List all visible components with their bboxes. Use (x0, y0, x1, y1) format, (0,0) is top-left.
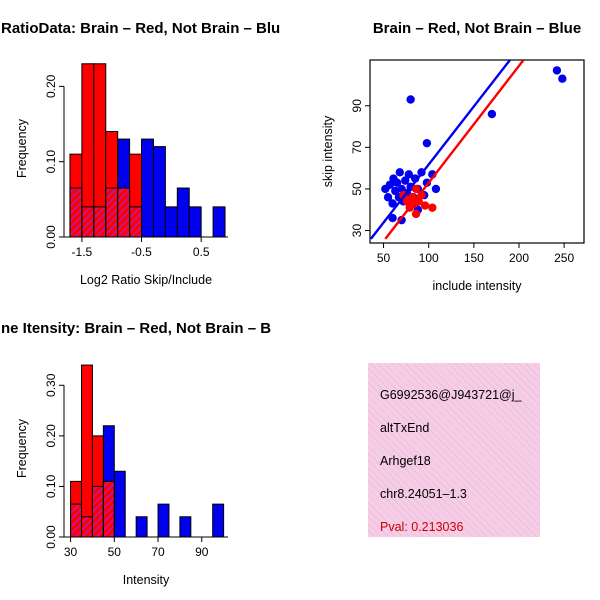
scatter-point-blue (422, 138, 432, 148)
plot-title: ne Itensity: Brain – Red, Not Brain – B (1, 320, 271, 337)
hist-bar-blue (176, 187, 190, 238)
x-tick-label: -1.5 (72, 245, 93, 259)
scatter-point-blue (383, 193, 393, 202)
scatter-point-blue (404, 170, 414, 179)
hist-bar-overlap (129, 206, 143, 238)
scatter-point-blue (388, 213, 397, 223)
x-tick-label: 50 (377, 251, 391, 265)
scatter-point-blue (385, 180, 395, 189)
hist-bar-blue (141, 138, 154, 238)
fit-line-blue (370, 60, 511, 240)
x-tick-label: 30 (64, 545, 78, 559)
hist-bar-overlap (80, 516, 93, 538)
y-tick-label: 0.00 (44, 525, 58, 549)
hist-bar-blue (157, 503, 170, 538)
pval-text: Pval: 0.213036 (380, 521, 464, 534)
fit-line-red (384, 60, 525, 240)
scatter-point-red (411, 184, 421, 194)
hist-bar-blue (212, 503, 225, 538)
hist-bar-overlap (91, 485, 104, 538)
x-tick-label: -0.5 (131, 245, 152, 259)
y-axis-label: Frequency (15, 418, 29, 478)
hist-bar-blue (188, 206, 202, 238)
scatter-point-blue (395, 168, 404, 177)
gene-info-box: G6992536@J943721@j_ altTxEnd Arhgef18 ch… (368, 363, 540, 537)
hist-bar-blue (164, 206, 178, 238)
y-tick-label: 0.20 (44, 74, 58, 98)
x-tick-label: 200 (509, 251, 529, 265)
hist-bar-blue (212, 206, 226, 238)
hist-bar-blue (135, 516, 148, 538)
splice-event-text: altTxEnd (380, 422, 430, 435)
y-tick-label: 0.00 (44, 225, 58, 249)
scatter-point-blue (388, 199, 397, 208)
y-tick-label: 30 (350, 224, 364, 238)
x-tick-label: 70 (151, 545, 165, 559)
hist-bar-blue (152, 146, 166, 238)
y-tick-label: 90 (350, 99, 364, 113)
hist-bar-overlap (93, 206, 107, 238)
x-tick-label: 250 (554, 251, 574, 265)
scatter-point-blue (431, 184, 441, 194)
locus-text: chr8.24051–1.3 (380, 488, 467, 501)
plot-box (369, 59, 585, 244)
hist-bar-overlap (81, 206, 95, 238)
scatter-point-blue (552, 66, 562, 75)
hist-bar-overlap (102, 480, 115, 538)
gene-intensity-histogram: ne Itensity: Brain – Red, Not Brain – B 3… (1, 320, 271, 587)
x-tick-label: 90 (195, 545, 209, 559)
plot-title: RatioData: Brain – Red, Not Brain – Blu (1, 20, 280, 37)
scatter-point-blue (558, 74, 567, 83)
scatter-point-red (420, 201, 430, 210)
y-tick-label: 50 (350, 182, 364, 196)
plot-title: Brain – Red, Not Brain – Blue (373, 20, 581, 37)
y-tick-label: 0.10 (44, 150, 58, 174)
x-tick-label: 50 (108, 545, 122, 559)
scatter-point-blue (487, 109, 497, 119)
gene-info-panel: G6992536@J943721@j_ altTxEnd Arhgef18 ch… (300, 300, 600, 600)
y-tick-label: 0.20 (44, 424, 58, 448)
hist-bar-overlap (117, 187, 131, 238)
hist-bar-red (80, 364, 93, 538)
y-axis-label: skip intensity (321, 115, 335, 187)
hist-bar-overlap (70, 503, 82, 538)
scatter-point-red (428, 203, 437, 212)
scatter-point-blue (401, 176, 410, 185)
x-axis-label: Log2 Ratio Skip/Include (80, 273, 212, 287)
hist-bar-blue (113, 470, 126, 538)
gene-id-text: G6992536@J943721@j_ (380, 389, 522, 402)
x-tick-label: 100 (419, 251, 439, 265)
x-axis-label: Intensity (123, 573, 170, 587)
x-tick-label: 0.5 (193, 245, 210, 259)
gene-symbol-text: Arhgef18 (380, 455, 431, 468)
y-axis-label: Frequency (15, 118, 29, 178)
log2-ratio-histogram: RatioData: Brain – Red, Not Brain – Blu -… (1, 20, 280, 287)
scatter-point-blue (406, 95, 415, 104)
y-tick-label: 0.10 (44, 474, 58, 498)
x-axis-label: include intensity (433, 279, 523, 293)
scatter-point-red (411, 209, 421, 219)
hist-bar-overlap (69, 187, 83, 238)
y-tick-label: 0.30 (44, 373, 58, 397)
y-tick-label: 70 (350, 140, 364, 154)
scatter-point-blue (392, 178, 402, 187)
scatter-point-blue (391, 186, 400, 196)
hist-bar-blue (179, 516, 192, 538)
x-tick-label: 150 (464, 251, 484, 265)
intensity-scatter-plot: Brain – Red, Not Brain – Blue 50 100 150 200… (321, 20, 585, 293)
hist-bar-overlap (105, 187, 119, 238)
